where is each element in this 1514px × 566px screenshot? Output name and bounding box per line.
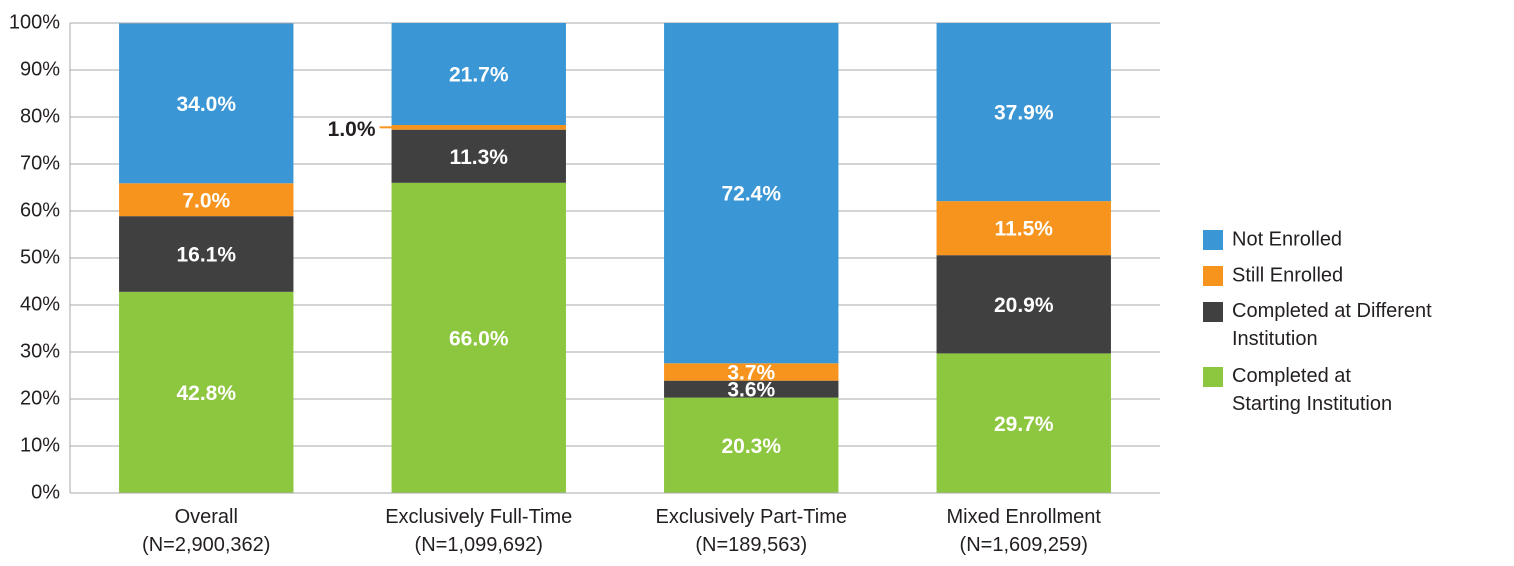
value-label: 21.7% xyxy=(449,64,509,87)
bar-segment xyxy=(664,23,839,364)
bar-segment xyxy=(119,183,294,217)
y-tick-label: 50% xyxy=(20,246,60,268)
bar-segment xyxy=(936,255,1111,354)
value-label: 20.9% xyxy=(994,294,1054,317)
bar-segment xyxy=(119,216,294,292)
value-label: 29.7% xyxy=(994,413,1054,436)
x-tick-label: Exclusively Full-Time (N=1,099,692) xyxy=(385,506,572,556)
legend-swatch xyxy=(1203,266,1223,286)
legend-swatch xyxy=(1203,230,1223,250)
value-label: 3.6% xyxy=(727,379,775,402)
legend-label: Still Enrolled xyxy=(1232,264,1343,286)
bar-segment xyxy=(391,129,566,183)
value-label: 7.0% xyxy=(182,189,230,212)
bar-segment xyxy=(664,397,839,493)
y-tick-label: 60% xyxy=(20,199,60,221)
bar-segment xyxy=(391,124,566,130)
bar-segment xyxy=(936,23,1111,202)
y-tick-label: 80% xyxy=(20,105,60,127)
y-tick-label: 40% xyxy=(20,293,60,315)
bar-segment xyxy=(119,23,294,184)
x-tick-label: Mixed Enrollment (N=1,609,259) xyxy=(946,506,1101,556)
bar-segment xyxy=(936,353,1111,493)
legend-label: Completed at Starting Institution xyxy=(1232,365,1392,415)
legend-swatch xyxy=(1203,367,1223,387)
y-tick-label: 10% xyxy=(20,434,60,456)
value-label: 72.4% xyxy=(721,183,781,206)
y-tick-label: 20% xyxy=(20,387,60,409)
legend-swatch xyxy=(1203,302,1223,322)
value-label: 42.8% xyxy=(176,382,236,405)
value-label: 16.1% xyxy=(176,244,236,267)
value-label: 37.9% xyxy=(994,102,1054,125)
bar-segment xyxy=(119,291,294,493)
legend-label: Not Enrolled xyxy=(1232,228,1342,250)
value-label: 11.3% xyxy=(450,146,509,169)
value-label: 11.5% xyxy=(995,218,1054,241)
bar-segment xyxy=(391,182,566,494)
bar-segment xyxy=(664,380,839,398)
y-tick-label: 90% xyxy=(20,58,60,80)
value-label: 20.3% xyxy=(721,435,781,458)
value-label: 66.0% xyxy=(449,327,509,350)
legend-label: Completed at Different Institution xyxy=(1232,300,1432,350)
value-label: 1.0% xyxy=(328,118,376,141)
value-label: 34.0% xyxy=(176,93,236,116)
x-tick-label: Overall (N=2,900,362) xyxy=(142,506,270,556)
y-tick-label: 70% xyxy=(20,152,60,174)
y-tick-label: 30% xyxy=(20,340,60,362)
y-tick-label: 100% xyxy=(9,11,60,33)
bar-segment xyxy=(664,363,839,381)
bar-segment xyxy=(936,201,1111,256)
y-tick-label: 0% xyxy=(31,481,60,503)
value-label: 3.7% xyxy=(727,362,775,385)
bar-segment xyxy=(391,23,566,125)
x-tick-label: Exclusively Part-Time (N=189,563) xyxy=(655,506,847,556)
